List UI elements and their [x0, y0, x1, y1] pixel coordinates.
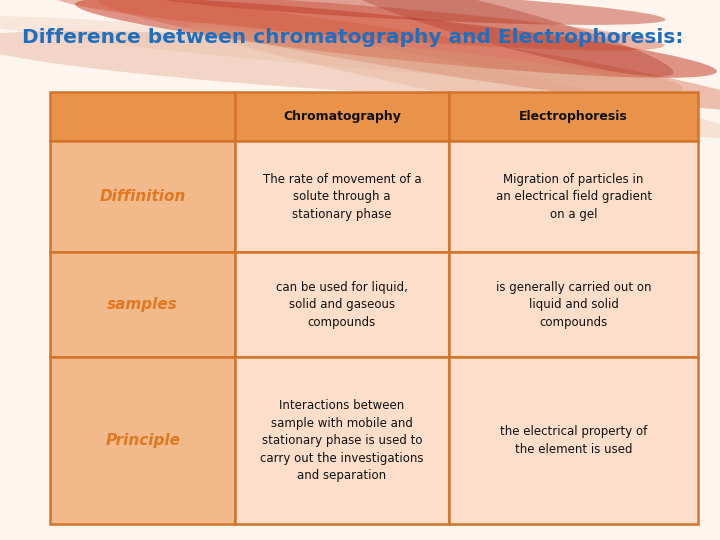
Text: Interactions between
sample with mobile and
stationary phase is used to
carry ou: Interactions between sample with mobile … — [260, 399, 424, 482]
Ellipse shape — [0, 16, 610, 81]
Text: Diffinition: Diffinition — [99, 189, 186, 204]
Text: the electrical property of
the element is used: the electrical property of the element i… — [500, 426, 647, 456]
Ellipse shape — [75, 0, 717, 78]
Bar — [50, 252, 235, 357]
Ellipse shape — [190, 23, 720, 139]
Bar — [235, 141, 449, 252]
Text: Migration of particles in
an electrical field gradient
on a gel: Migration of particles in an electrical … — [495, 173, 652, 220]
Ellipse shape — [0, 31, 683, 99]
Bar — [449, 141, 698, 252]
Ellipse shape — [55, 0, 665, 51]
Text: is generally carried out on
liquid and solid
compounds: is generally carried out on liquid and s… — [496, 281, 652, 328]
Bar — [449, 357, 698, 524]
Ellipse shape — [97, 0, 720, 111]
Ellipse shape — [127, 0, 665, 25]
Text: Electrophoresis: Electrophoresis — [519, 110, 628, 123]
Bar — [50, 92, 235, 141]
Bar — [50, 357, 235, 524]
Text: Principle: Principle — [105, 433, 180, 448]
Bar — [449, 92, 698, 141]
Bar — [449, 252, 698, 357]
Text: Difference between chromatography and Electrophoresis:: Difference between chromatography and El… — [22, 28, 683, 48]
Text: The rate of movement of a
solute through a
stationary phase: The rate of movement of a solute through… — [263, 173, 421, 220]
Bar — [50, 141, 235, 252]
Text: can be used for liquid,
solid and gaseous
compounds: can be used for liquid, solid and gaseou… — [276, 281, 408, 328]
Bar — [235, 252, 449, 357]
Bar — [235, 357, 449, 524]
Text: Chromatography: Chromatography — [283, 110, 401, 123]
Bar — [235, 92, 449, 141]
Ellipse shape — [335, 0, 673, 77]
Text: samples: samples — [107, 297, 178, 312]
